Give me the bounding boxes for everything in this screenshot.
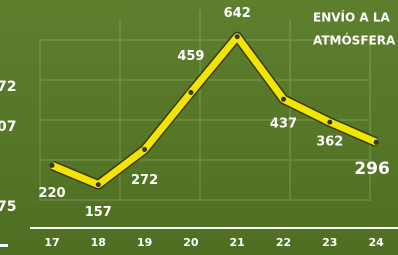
value-label: 437 [270,117,297,132]
value-label: 272 [131,173,158,188]
point [281,97,286,102]
value-label: 220 [38,186,65,201]
chart: ENVÍO A LA ATMÓSFERA 72 07 75 17 18 19 20 21… [0,0,398,255]
value-label: 362 [316,135,343,150]
value-label: 459 [177,49,204,64]
x-tick-label: 23 [322,236,337,249]
value-label: 642 [224,6,251,21]
point [142,147,147,152]
side-fragment: 75 [0,199,16,215]
side-fragment: 07 [0,119,16,135]
point [327,120,332,125]
point [96,182,101,187]
point [374,140,379,145]
point [50,163,55,168]
x-tick-label: 17 [44,236,59,249]
x-tick-label: 21 [230,236,245,249]
x-tick-label: 19 [137,236,152,249]
value-label: 296 [354,159,390,179]
x-tick-label: 18 [91,236,106,249]
x-tick-label: 22 [276,236,291,249]
x-tick-label: 20 [183,236,199,249]
side-mark [0,244,8,247]
side-fragment: 72 [0,79,16,95]
point [235,34,240,39]
point [188,90,193,95]
chart-title: ENVÍO A LA [313,10,390,25]
chart-title: ATMÓSFERA [313,33,396,48]
value-label: 157 [85,205,112,220]
x-tick-label: 24 [368,236,384,249]
